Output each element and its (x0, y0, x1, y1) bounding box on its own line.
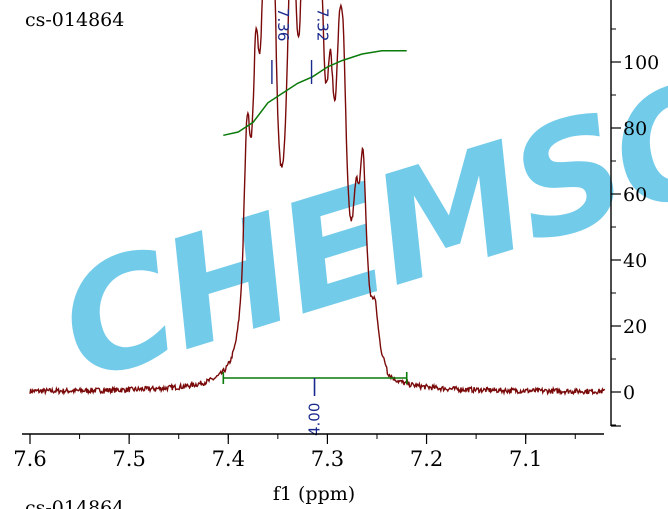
x-tick-label: 7.1 (509, 447, 542, 471)
x-tick-label: 7.5 (112, 447, 145, 471)
integral-curve (223, 50, 407, 137)
spectrum-line (29, 0, 606, 396)
integration-value-label: 4.00 (306, 403, 324, 436)
x-tick-label: 7.6 (13, 447, 46, 471)
x-axis-label: f1 (ppm) (273, 483, 355, 505)
spectrum-layer (29, 0, 606, 396)
y-tick-label: 0 (623, 382, 635, 404)
y-tick-label: 60 (623, 184, 647, 206)
peak-label: 7.36 (274, 8, 292, 41)
x-axis: 7.6 7.5 7.4 7.3 7.2 7.1 (13, 433, 604, 471)
y-tick-label: 80 (623, 118, 647, 140)
integral-layer: 4.00 (222, 50, 408, 436)
y-tick-label: 100 (623, 52, 659, 74)
y-tick-label: 40 (623, 250, 647, 272)
y-tick-label: 20 (623, 316, 647, 338)
y-axis: 0 20 40 60 80 100 (610, 0, 659, 427)
x-tick-label: 7.3 (311, 447, 344, 471)
peak-labels: 7.36 7.32 (271, 8, 332, 84)
peak-label: 7.32 (314, 8, 332, 41)
x-tick-label: 7.2 (410, 447, 443, 471)
watermark-text: CHEMSOC (42, 13, 668, 416)
x-tick-label: 7.4 (212, 447, 245, 471)
sample-id-bottom: cs-014864 (25, 497, 124, 509)
sample-id-top: cs-014864 (25, 9, 124, 31)
